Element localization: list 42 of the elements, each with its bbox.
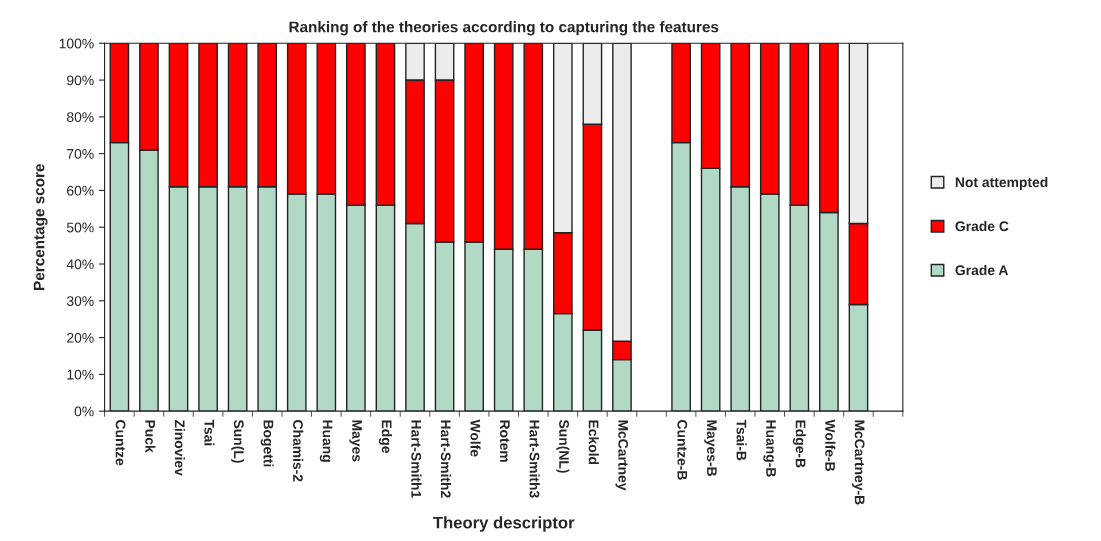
y-tick-label: 0% (74, 406, 94, 417)
x-axis-title: Theory descriptor (433, 516, 575, 532)
x-tick-label: Cuntze-B (677, 420, 688, 480)
x-tick-label: Mayes-B (704, 420, 717, 476)
x-tick-label: McCartney (615, 420, 629, 491)
legend-label: Not attempted (955, 177, 1048, 190)
x-tick-label: Tsai-B (736, 419, 747, 461)
x-tick-label: Zinoviev (174, 419, 185, 476)
x-tick-label: Eckold (588, 420, 599, 465)
x-tick-label: Rotem (499, 420, 510, 462)
x-tick-label: Huang (319, 420, 333, 462)
x-tick-label: Hart-Smith1 (411, 420, 422, 498)
x-tick-label: Wolfe (470, 419, 481, 457)
y-tick-label: 20% (67, 332, 94, 343)
x-tick-label: Huang-B (763, 420, 776, 477)
y-axis-title: Percentage score (33, 164, 48, 290)
x-tick-label: Mayes (349, 420, 362, 462)
x-tick-label: Sun(L) (231, 419, 245, 463)
y-tick-label: 30% (66, 296, 94, 306)
x-tick-label: Hart-Smith3 (529, 420, 540, 498)
legend-label: Grade A (955, 264, 1009, 276)
x-tick-label: Chamis-2 (293, 420, 304, 482)
x-tick-label: Sun(NL) (556, 419, 570, 473)
x-tick-label: Hart-Smith2 (440, 420, 452, 498)
x-tick-label: Puck (145, 420, 156, 453)
x-tick-label: McCartney-B (852, 420, 865, 505)
y-tick-label: 40% (66, 259, 94, 270)
y-tick-label: 60% (67, 185, 94, 196)
y-tick-label: 90% (67, 75, 94, 86)
x-tick-label: Cuntze (115, 420, 126, 466)
x-tick-label: Edge-B (792, 420, 806, 468)
x-tick-label: Wolfe-B (825, 419, 836, 472)
y-tick-label: 70% (67, 148, 94, 159)
x-tick-label: Tsai (204, 419, 215, 446)
x-tick-label: Bogetti (260, 420, 274, 467)
y-tick-label: 10% (67, 369, 94, 380)
chart-title: Ranking of the theories according to capturing the features (289, 21, 719, 36)
legend-label: Grade C (955, 220, 1009, 232)
y-tick-label: 50% (66, 222, 94, 233)
y-tick-label: 100% (59, 38, 94, 49)
x-tick-label: Edge (378, 420, 392, 453)
y-tick-label: 80% (66, 112, 94, 123)
